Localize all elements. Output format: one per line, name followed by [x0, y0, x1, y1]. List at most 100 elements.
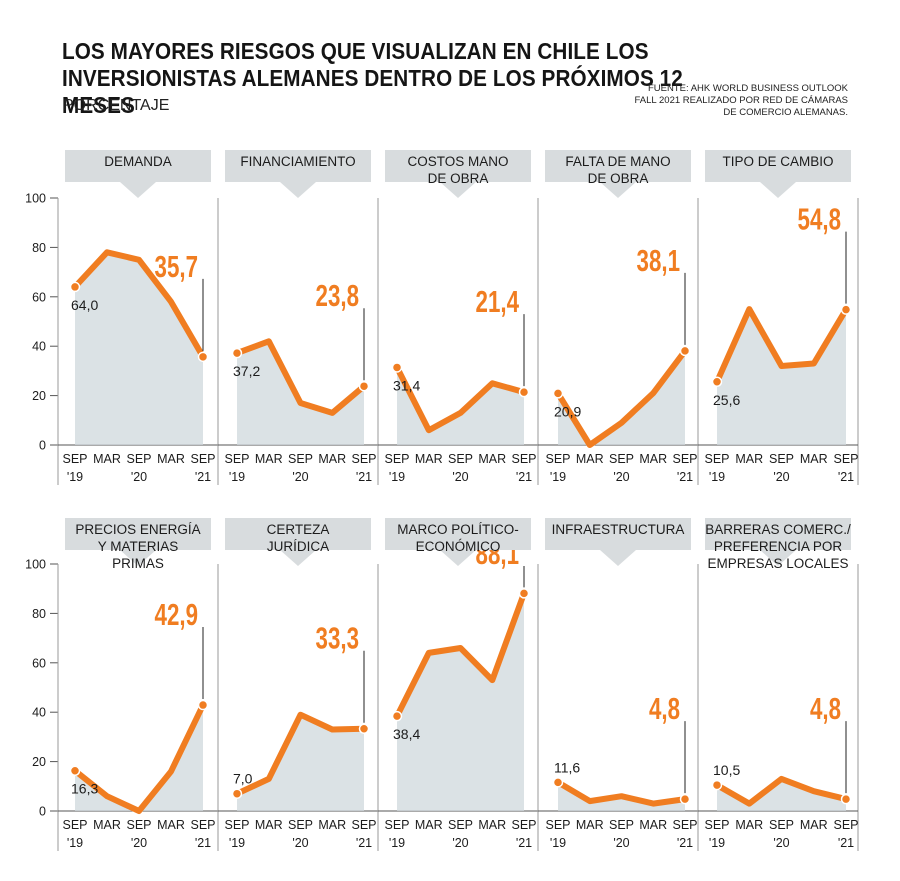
start-value-label: 31,4: [393, 377, 420, 393]
x-tick-label: SEP: [224, 818, 249, 832]
x-tick-label: SEP: [545, 818, 570, 832]
x-year-label: '20: [292, 836, 308, 850]
panel-banner: [545, 518, 691, 566]
x-tick-label: SEP: [511, 818, 536, 832]
x-year-label: '19: [389, 470, 405, 484]
x-year-label: '19: [389, 836, 405, 850]
panel-title: FALTA DE MANO DE OBRA: [565, 154, 670, 186]
panel-title-line: MARCO POLÍTICO-: [397, 522, 519, 537]
start-point: [391, 362, 403, 373]
x-tick-label: SEP: [769, 452, 794, 466]
y-tick-label: 0: [39, 805, 46, 819]
panel-banner: [65, 518, 211, 566]
x-tick-label: MAR: [478, 452, 506, 466]
y-tick-label: 40: [32, 706, 46, 720]
x-tick-label: SEP: [288, 452, 313, 466]
end-value-label: 33,3: [316, 621, 359, 655]
x-tick-label: SEP: [448, 818, 473, 832]
x-year-label: '20: [452, 836, 468, 850]
series-line: [555, 347, 688, 448]
panel-title: TIPO DE CAMBIO: [722, 154, 833, 169]
x-year-label: '20: [773, 470, 789, 484]
unit-label: PORCENTAJE: [63, 97, 170, 114]
x-year-label: '21: [195, 470, 211, 484]
end-point: [840, 304, 852, 315]
series-line: [234, 338, 367, 416]
area-fill: [75, 252, 203, 445]
x-year-label: '20: [613, 470, 629, 484]
x-tick-label: SEP: [833, 818, 858, 832]
start-value-label: 38,4: [393, 726, 420, 742]
panel-title-line: PRIMAS: [112, 556, 164, 571]
panel-title-line: DEMANDA: [104, 154, 172, 169]
panel-banner: [225, 150, 371, 198]
x-year-label: '19: [550, 470, 566, 484]
panel-title-line: PRECIOS ENERGÍA: [75, 522, 200, 537]
x-tick-label: SEP: [190, 452, 215, 466]
y-tick-label: 100: [25, 558, 46, 572]
source-note: FUENTE: AHK WORLD BUSINESS OUTLOOK FALL …: [634, 83, 848, 118]
area-fill: [237, 341, 364, 445]
panel-title-line: INFRAESTRUCTURA: [552, 522, 685, 537]
start-value-label: 7,0: [233, 771, 253, 787]
x-year-label: '19: [709, 836, 725, 850]
panel-title-line: DE OBRA: [428, 171, 489, 186]
panel-banner: [545, 150, 691, 198]
x-tick-label: MAR: [318, 818, 346, 832]
start-point: [69, 281, 81, 293]
area-fill: [717, 309, 846, 445]
end-point: [197, 351, 209, 363]
end-point: [518, 386, 530, 398]
area-fill: [75, 705, 203, 811]
end-value-label: 42,9: [155, 597, 198, 631]
x-tick-label: SEP: [224, 452, 249, 466]
series-line: [714, 775, 849, 807]
x-tick-label: MAR: [800, 452, 828, 466]
x-year-label: '21: [195, 836, 211, 850]
x-year-label: '21: [838, 836, 854, 850]
end-point: [840, 793, 852, 805]
area-fill: [717, 778, 846, 811]
x-tick-label: SEP: [704, 452, 729, 466]
x-year-label: '19: [67, 836, 83, 850]
start-point: [552, 388, 564, 399]
x-year-label: '19: [229, 470, 245, 484]
y-tick-label: 20: [32, 755, 46, 769]
start-point: [69, 765, 81, 776]
panel-title-line: ECONÓMICO: [416, 539, 501, 554]
panel-title: INFRAESTRUCTURA: [552, 522, 685, 537]
series-line: [394, 590, 527, 720]
panel-title-line: EMPRESAS LOCALES: [707, 556, 848, 571]
start-value-label: 25,6: [713, 392, 740, 408]
x-year-label: '21: [838, 470, 854, 484]
x-tick-label: MAR: [576, 818, 604, 832]
panel-title-line: CERTEZA: [267, 522, 330, 537]
x-tick-label: MAR: [93, 452, 121, 466]
x-year-label: '21: [677, 836, 693, 850]
x-tick-label: SEP: [288, 818, 313, 832]
x-tick-label: MAR: [93, 818, 121, 832]
panel-title-line: COSTOS MANO: [407, 154, 508, 169]
panel-title-line: TIPO DE CAMBIO: [722, 154, 833, 169]
panel-title-line: PREFERENCIA POR: [714, 539, 843, 554]
y-tick-label: 100: [25, 192, 46, 206]
x-tick-label: MAR: [157, 452, 185, 466]
start-point: [391, 710, 403, 722]
start-value-label: 20,9: [554, 403, 581, 419]
x-tick-label: SEP: [190, 818, 215, 832]
end-value-label: 23,8: [316, 279, 359, 313]
x-tick-label: SEP: [384, 818, 409, 832]
panel-title-line: FINANCIAMIENTO: [240, 154, 355, 169]
x-year-label: '20: [773, 836, 789, 850]
chart-title: LOS MAYORES RIESGOS QUE VISUALIZAN EN CH…: [62, 38, 683, 118]
end-value-label: 35,7: [155, 249, 198, 283]
x-year-label: '19: [229, 836, 245, 850]
y-tick-label: 80: [32, 241, 46, 255]
x-year-label: '20: [452, 470, 468, 484]
x-year-label: '20: [292, 470, 308, 484]
panel-title-line: FALTA DE MANO: [565, 154, 670, 169]
x-tick-label: MAR: [415, 452, 443, 466]
x-tick-label: SEP: [672, 452, 697, 466]
x-year-label: '21: [516, 836, 532, 850]
